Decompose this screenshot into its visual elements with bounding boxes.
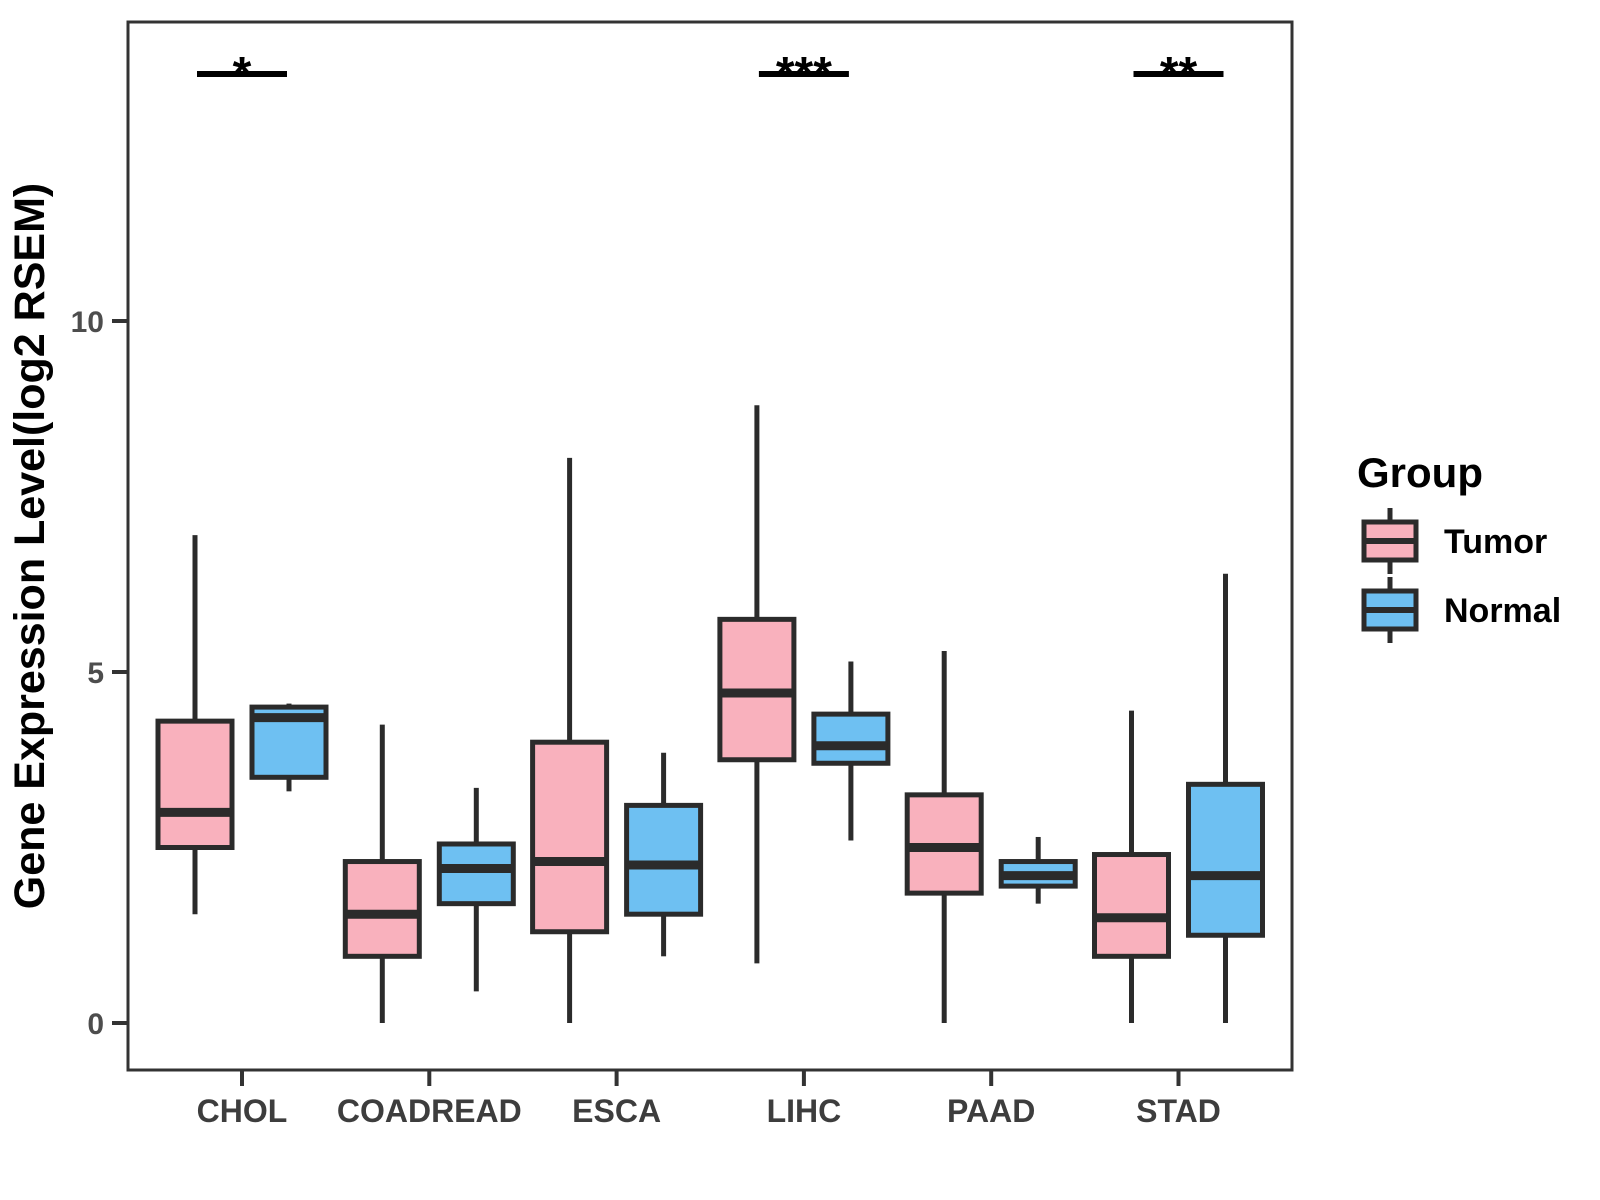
legend-item-normal: Normal [1361,577,1561,643]
legend-item-label: Normal [1444,592,1561,630]
iqr-box [436,841,516,907]
x-category-label: CHOL [197,1093,288,1129]
significance-stars: *** [776,48,832,101]
iqr-box [342,859,422,959]
y-tick-label: 5 [87,657,104,690]
iqr-box [1092,852,1171,959]
significance-stars: ** [1160,48,1198,101]
box-tumor-lihc [717,405,797,964]
x-category-label: ESCA [572,1093,661,1129]
plot-panel-border [126,20,1294,1072]
box-normal-esca [624,752,704,957]
legend-items-layer: Tumor Normal [1361,508,1561,643]
legend-item-tumor: Tumor [1361,508,1547,574]
x-axis-ticks-layer: CHOL COADREAD ESCA LIHC PAAD STAD [197,1070,1221,1129]
box-tumor-esca [530,457,610,1023]
box-tumor-paad [904,650,984,1023]
legend-title: Group [1357,449,1483,496]
box-tumor-stad [1092,710,1171,1023]
y-tick-label: 0 [87,1008,104,1041]
significance-stars: * [233,48,252,101]
box-normal-lihc [811,661,891,841]
y-axis-title: Gene Expression Level(log2 RSEM) [6,183,54,909]
iqr-box [530,739,610,935]
x-category-label: COADREAD [337,1093,522,1129]
box-tumor-coadread [342,724,422,1023]
x-category-label: STAD [1136,1093,1221,1129]
boxes-layer [155,405,1265,1023]
box-normal-paad [998,836,1078,904]
x-category-label: PAAD [947,1093,1035,1129]
box-normal-coadread [436,787,516,992]
box-normal-stad [1186,573,1265,1023]
legend-item-label: Tumor [1444,523,1547,561]
x-category-label: LIHC [767,1093,842,1129]
y-tick-label: 10 [71,306,104,339]
iqr-box [624,802,704,917]
box-tumor-chol [155,535,235,915]
y-axis-ticks-layer: 0 5 10 [71,306,128,1041]
iqr-box [811,711,891,766]
legend: Group Tumor Normal [1357,449,1561,643]
significance-layer: * *** ** [197,48,1224,101]
iqr-box [1186,781,1265,938]
iqr-box [155,718,235,851]
box-normal-chol [249,703,329,792]
